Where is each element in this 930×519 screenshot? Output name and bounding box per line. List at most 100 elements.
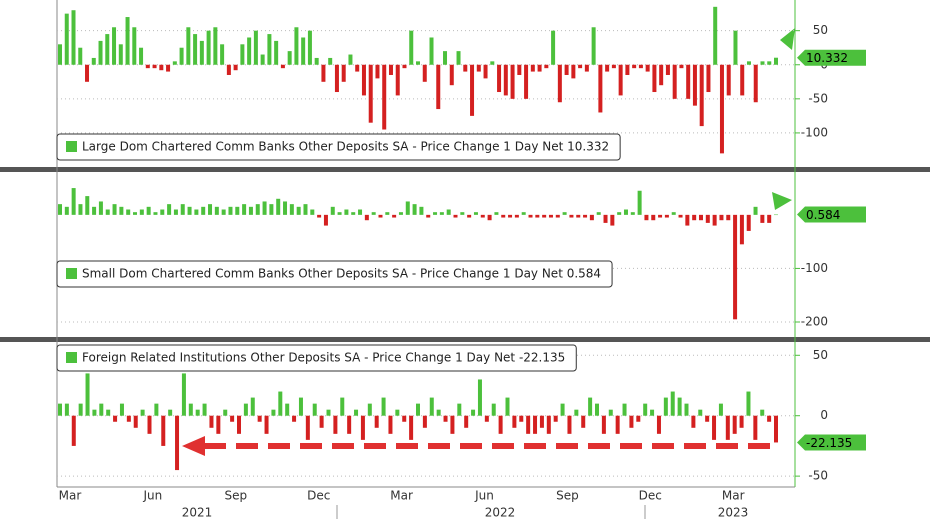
bar (64, 206, 69, 215)
bar (713, 6, 718, 65)
bar (168, 409, 173, 416)
bar (537, 64, 542, 72)
bar (480, 214, 485, 218)
bar (409, 415, 414, 440)
bar (512, 415, 517, 428)
bar (753, 64, 758, 103)
bar (235, 206, 240, 215)
bar (242, 204, 247, 215)
bar (348, 54, 353, 65)
bar (505, 397, 510, 416)
bar (663, 397, 668, 416)
bar (453, 214, 458, 218)
bar (706, 64, 711, 93)
bar (659, 64, 664, 86)
bar (319, 415, 324, 428)
bar (571, 64, 576, 79)
value-label: 10.332 (806, 51, 848, 65)
bar (257, 415, 262, 422)
bar (126, 415, 131, 422)
bar (551, 30, 556, 65)
bar (436, 409, 441, 416)
bar (368, 64, 373, 123)
value-label-box (797, 434, 866, 451)
bar (677, 397, 682, 416)
bar (307, 30, 312, 65)
year-label: 2022 (485, 506, 516, 519)
bar (718, 403, 723, 416)
bar (436, 64, 441, 110)
year-label: 2023 (718, 506, 749, 519)
bar (341, 64, 346, 82)
legend: Large Dom Chartered Comm Banks Other Dep… (56, 133, 621, 161)
bar (305, 415, 310, 440)
bar (562, 212, 567, 215)
bar (153, 212, 158, 215)
bar (64, 13, 69, 65)
bar (92, 409, 97, 416)
bar (560, 403, 565, 416)
bar (385, 212, 390, 215)
bar (739, 415, 744, 428)
bar (119, 206, 124, 215)
bar (243, 403, 248, 416)
value-label: -22.135 (806, 436, 852, 450)
legend-box (56, 344, 577, 372)
bar (358, 209, 363, 215)
bar (450, 415, 455, 434)
bar (746, 214, 751, 231)
x-tick-label: Mar (59, 489, 82, 503)
bar (85, 64, 90, 82)
bar (760, 214, 765, 223)
bar (567, 415, 572, 434)
bar (535, 214, 540, 218)
bar (98, 201, 103, 215)
annotation-arrows (182, 28, 795, 456)
bar (503, 64, 508, 96)
bar (615, 415, 620, 434)
bar (719, 214, 724, 221)
bar (618, 64, 623, 96)
bar (180, 204, 185, 215)
y-tick-label: 0 (820, 408, 828, 422)
bar (460, 212, 465, 215)
bar (139, 209, 144, 215)
bar (250, 397, 255, 416)
bar (58, 44, 62, 65)
bar (712, 415, 717, 440)
bar (501, 214, 506, 218)
bar (334, 64, 339, 93)
bar (283, 201, 288, 215)
bar (112, 27, 117, 65)
bar (260, 54, 265, 65)
bar (321, 64, 326, 82)
bar (209, 415, 214, 428)
bar (285, 403, 290, 416)
bar (601, 415, 606, 434)
bar (652, 64, 657, 93)
value-label-box (797, 206, 866, 223)
bar (179, 47, 184, 65)
bar (528, 214, 533, 218)
x-tick-label: Sep (224, 489, 247, 503)
bar (402, 64, 407, 69)
bar (364, 214, 369, 221)
bar (133, 212, 138, 215)
bar (287, 51, 292, 65)
value-label: 0.584 (806, 208, 840, 222)
bar (426, 214, 431, 218)
bar (126, 209, 131, 215)
bar (463, 64, 468, 72)
bar (253, 30, 258, 65)
bar (487, 214, 492, 221)
bar (533, 415, 538, 434)
bar (248, 206, 253, 215)
bar (398, 212, 403, 215)
bar (354, 409, 359, 416)
bar (247, 37, 252, 65)
bar (78, 403, 83, 416)
bar (705, 415, 710, 422)
bar (483, 64, 488, 79)
